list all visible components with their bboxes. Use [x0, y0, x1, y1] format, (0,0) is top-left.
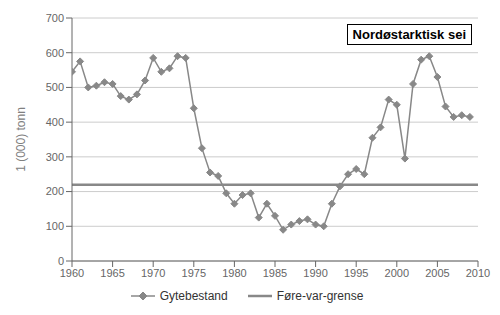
- svg-text:2000: 2000: [385, 267, 409, 279]
- html-text:Nordøstarktisk sei: Nordøstarktisk sei: [352, 27, 466, 42]
- svg-text:400: 400: [46, 116, 64, 128]
- svg-text:200: 200: [46, 185, 64, 197]
- html-text:Gytebestand: Gytebestand: [159, 289, 228, 303]
- svg-text:700: 700: [46, 12, 64, 24]
- svg-text:1985: 1985: [263, 267, 287, 279]
- svg-text:500: 500: [46, 81, 64, 93]
- svg-text:1960: 1960: [60, 267, 84, 279]
- svg-text:1965: 1965: [100, 267, 124, 279]
- svg-text:2005: 2005: [425, 267, 449, 279]
- svg-text:2010: 2010: [466, 267, 490, 279]
- html-text:Føre-var-grense: Føre-var-grense: [276, 289, 364, 303]
- svg-text:1995: 1995: [344, 267, 368, 279]
- svg-text:1975: 1975: [182, 267, 206, 279]
- svg-text:300: 300: [46, 151, 64, 163]
- svg-text:1990: 1990: [303, 267, 327, 279]
- svg-text:0: 0: [58, 255, 64, 267]
- svg-text:1970: 1970: [141, 267, 165, 279]
- svg-text:100: 100: [46, 220, 64, 232]
- svg-text:1 (000) tonn: 1 (000) tonn: [14, 107, 28, 172]
- svg-text:600: 600: [46, 47, 64, 59]
- svg-text:1980: 1980: [222, 267, 246, 279]
